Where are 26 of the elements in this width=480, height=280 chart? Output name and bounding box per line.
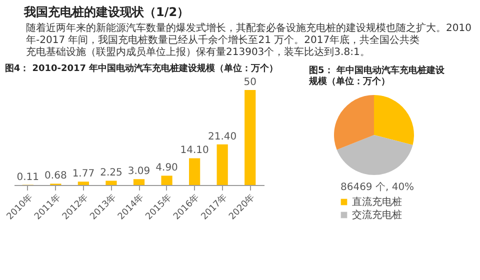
bar [189,158,200,185]
text: 我国充电桩的建设现状（1/2） [23,5,190,19]
text: 随着近两年来的新能源汽车数量的爆发式增长，其配套必备设施充电桩的建设规模也随之扩大。2010 年-2017 年间，我国充电桩数量已经从千余个增长至21 万个。2017年底，共全国公共类充电基础设施（联盟内成员单位上报）保有量213903个，装车比达到3.8:1。 [26,22,472,58]
data-label: 2.25 [100,168,122,179]
bar [78,182,89,185]
data-label: 0.11 [16,172,40,183]
data-label: 1.77 [72,168,95,180]
chart-title: 图4： 2010-2017 年中国电动汽车充电桩建设规模（单位：万个） [4,63,278,74]
data-label: 4.90 [156,162,178,174]
chart-title: 图5： 年中国电动汽车充电桩建设规模（单位：万个） [308,65,446,87]
legend-label: 交流充电桩 [352,209,402,221]
bar [161,176,172,185]
pie-slice [374,95,414,145]
pie-slice [336,135,413,175]
data-label: 21.40 [208,131,237,142]
bar [133,179,145,185]
data-label: 14.10 [180,145,209,156]
data-label: 50 [244,77,256,88]
legend-label: 直流充电桩 [352,196,402,208]
data-label: 0.68 [44,170,67,182]
bar [106,180,117,185]
data-label: 3.09 [128,166,150,178]
bar [216,144,228,185]
bar [244,90,256,185]
data-label: 86469 个, 40% [340,180,414,193]
pie-slice [334,95,374,150]
